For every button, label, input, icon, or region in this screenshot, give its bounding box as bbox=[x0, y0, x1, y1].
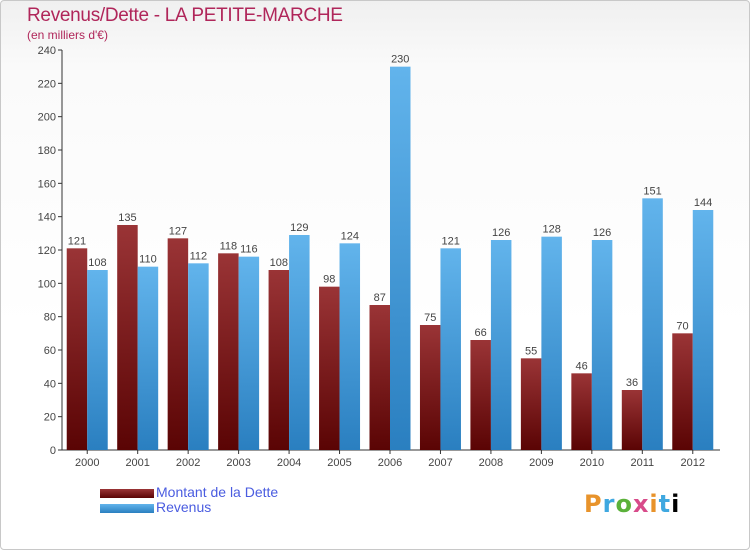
data-label-revenus: 126 bbox=[492, 227, 510, 239]
bar-revenus bbox=[137, 266, 159, 450]
bar-revenus bbox=[490, 240, 512, 450]
bar-revenus bbox=[692, 210, 714, 450]
bar-dette bbox=[66, 248, 88, 450]
data-label-revenus: 151 bbox=[643, 185, 661, 197]
legend-swatch-dette bbox=[100, 489, 154, 498]
x-tick-label: 2010 bbox=[580, 457, 604, 469]
y-tick-label: 200 bbox=[38, 112, 56, 124]
data-label-revenus: 116 bbox=[240, 244, 258, 256]
bar-dette bbox=[117, 225, 138, 450]
data-label-dette: 135 bbox=[118, 212, 136, 224]
proxiti-logo: Proxiti bbox=[584, 490, 681, 518]
data-label-dette: 70 bbox=[676, 320, 688, 332]
bar-dette bbox=[268, 270, 290, 450]
bar-revenus bbox=[238, 256, 260, 450]
data-label-revenus: 126 bbox=[593, 227, 611, 239]
data-label-dette: 118 bbox=[220, 240, 238, 252]
data-label-revenus: 110 bbox=[139, 254, 157, 266]
x-tick-label: 2002 bbox=[176, 457, 200, 469]
bar-dette bbox=[621, 390, 643, 450]
x-tick-label: 2007 bbox=[428, 457, 452, 469]
y-tick-label: 180 bbox=[38, 145, 56, 157]
y-tick-label: 140 bbox=[38, 212, 56, 224]
x-tick-label: 2001 bbox=[125, 457, 149, 469]
legend-swatch-revenus bbox=[100, 504, 154, 513]
y-tick-label: 120 bbox=[38, 245, 56, 257]
bar-revenus bbox=[339, 243, 361, 450]
y-tick-label: 240 bbox=[38, 45, 56, 57]
x-tick-label: 2009 bbox=[529, 457, 553, 469]
data-label-dette: 55 bbox=[525, 345, 537, 357]
x-tick-label: 2006 bbox=[378, 457, 402, 469]
y-tick-label: 40 bbox=[44, 378, 56, 390]
y-tick-label: 220 bbox=[38, 78, 56, 90]
bar-dette bbox=[369, 305, 390, 450]
data-label-dette: 75 bbox=[424, 312, 436, 324]
data-label-revenus: 112 bbox=[190, 250, 208, 262]
bar-dette bbox=[672, 333, 693, 450]
data-label-revenus: 121 bbox=[442, 235, 460, 247]
bar-revenus bbox=[289, 235, 310, 450]
data-label-revenus: 124 bbox=[341, 230, 359, 242]
bar-revenus bbox=[390, 66, 411, 451]
bar-dette bbox=[319, 286, 340, 450]
chart-title: Revenus/Dette - LA PETITE-MARCHE bbox=[27, 5, 343, 26]
y-tick-label: 100 bbox=[38, 278, 56, 290]
data-label-revenus: 108 bbox=[88, 257, 106, 269]
y-tick-label: 160 bbox=[38, 178, 56, 190]
legend-label-revenus: Revenus bbox=[156, 499, 212, 515]
x-tick-label: 2000 bbox=[75, 457, 99, 469]
data-label-dette: 87 bbox=[374, 292, 386, 304]
x-tick-label: 2012 bbox=[681, 457, 705, 469]
bar-revenus bbox=[642, 198, 663, 450]
data-label-dette: 121 bbox=[68, 235, 86, 247]
bar-revenus bbox=[188, 263, 209, 450]
bar-revenus bbox=[440, 248, 461, 450]
bar-revenus bbox=[541, 236, 562, 450]
bar-dette bbox=[167, 238, 189, 450]
data-label-dette: 46 bbox=[575, 360, 587, 372]
chart-subtitle: (en milliers d'€) bbox=[27, 28, 108, 42]
bar-dette bbox=[218, 253, 239, 450]
y-tick-label: 0 bbox=[50, 445, 56, 457]
x-tick-label: 2003 bbox=[226, 457, 250, 469]
bar-dette bbox=[419, 325, 441, 450]
bar-revenus bbox=[87, 270, 108, 450]
x-tick-label: 2004 bbox=[277, 457, 301, 469]
data-label-revenus: 128 bbox=[542, 224, 560, 236]
data-label-dette: 66 bbox=[475, 327, 487, 339]
y-tick-label: 80 bbox=[44, 312, 56, 324]
bar-dette bbox=[520, 358, 542, 450]
bar-dette bbox=[470, 340, 491, 450]
data-label-revenus: 230 bbox=[391, 54, 409, 66]
data-label-revenus: 144 bbox=[694, 197, 712, 209]
x-tick-label: 2011 bbox=[630, 457, 654, 469]
x-tick-label: 2005 bbox=[327, 457, 351, 469]
data-label-revenus: 129 bbox=[290, 222, 308, 234]
bar-dette bbox=[571, 373, 592, 450]
data-label-dette: 36 bbox=[626, 377, 638, 389]
y-tick-label: 20 bbox=[44, 412, 56, 424]
data-label-dette: 108 bbox=[270, 257, 288, 269]
x-tick-label: 2008 bbox=[479, 457, 503, 469]
data-label-dette: 127 bbox=[169, 225, 187, 237]
bar-revenus bbox=[591, 240, 613, 450]
y-tick-label: 60 bbox=[44, 345, 56, 357]
data-label-dette: 98 bbox=[323, 274, 335, 286]
legend-label-dette: Montant de la Dette bbox=[156, 484, 279, 500]
